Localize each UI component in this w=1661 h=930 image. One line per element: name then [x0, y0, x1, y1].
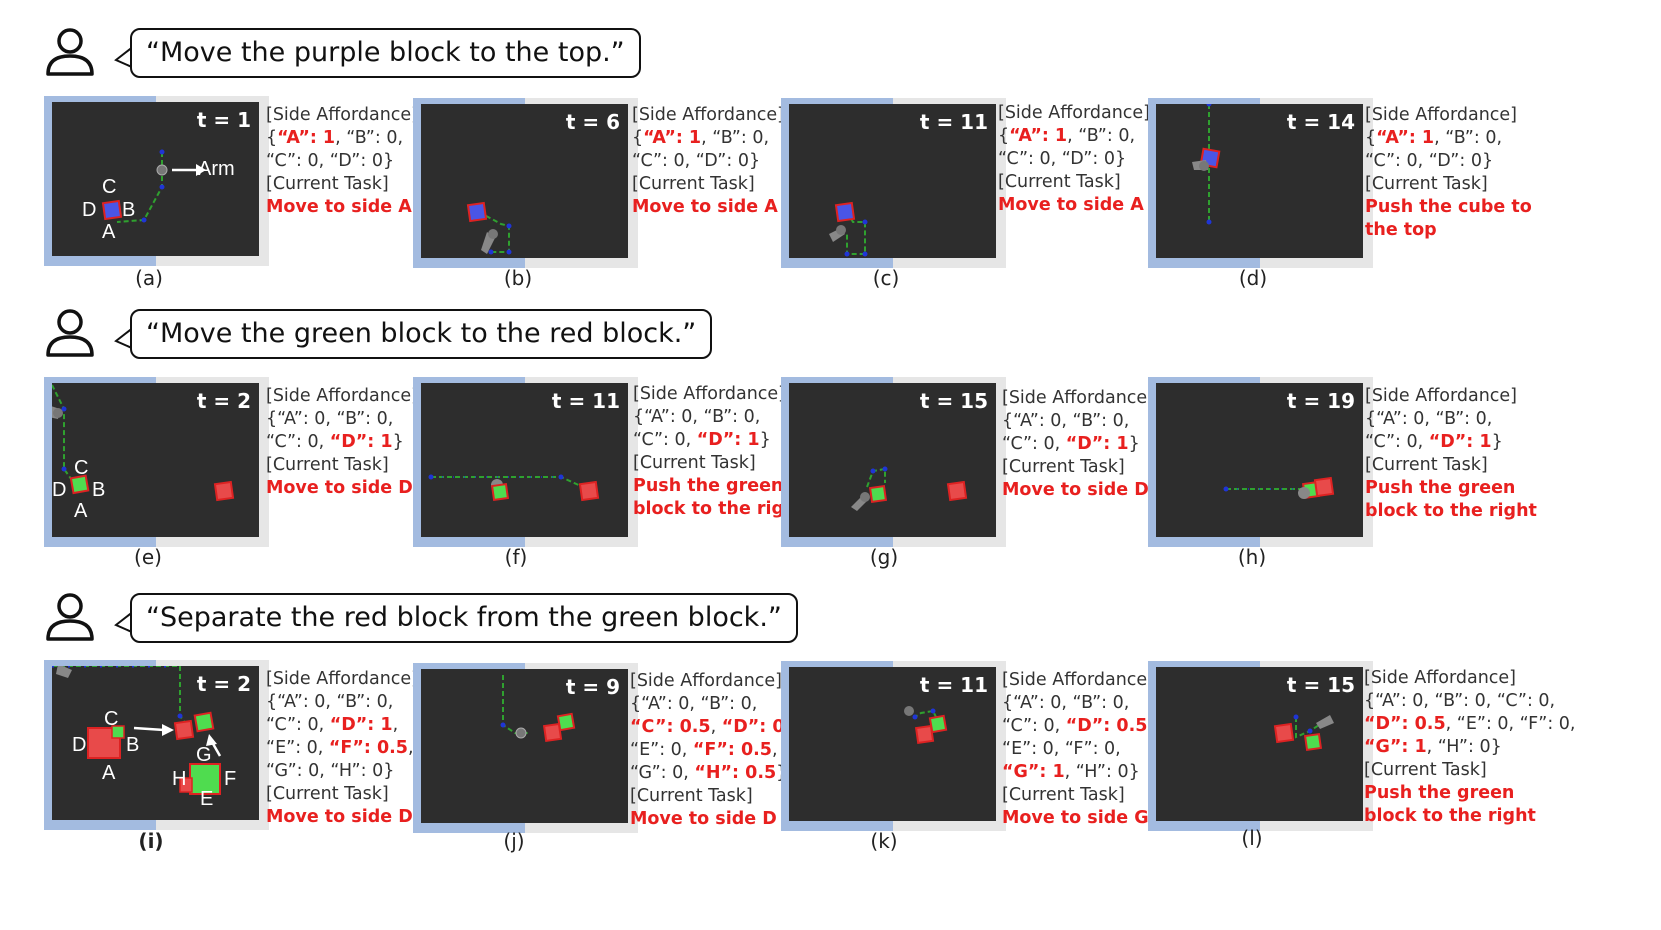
side-label-d: D [82, 199, 97, 221]
simulation-view: t = 2 C D B A [52, 383, 259, 537]
side-label-b: B [92, 479, 106, 501]
panel-g-info: [Side Affordance] {“A”: 0, “B”: 0, “C”: … [1002, 388, 1154, 500]
timestep-label: t = 2 [196, 389, 251, 413]
side-label-b: B [122, 199, 136, 221]
timestep-label: t = 14 [1286, 110, 1355, 134]
panel-caption: (i) [138, 829, 164, 853]
side-label-c: C [102, 176, 117, 198]
timestep-label: t = 11 [551, 389, 620, 413]
panel-h-frame: t = 19 [1148, 377, 1373, 547]
panel-d-frame: t = 14 [1148, 98, 1373, 268]
panel-caption: (k) [870, 829, 898, 853]
panel-caption: (f) [504, 545, 528, 569]
panel-g-frame: t = 15 [781, 377, 1006, 547]
simulation-view: t = 9 [421, 669, 628, 823]
bubble-tail-icon [114, 610, 134, 634]
panel-a-info: [Side Affordance] {“A”: 1, “B”: 0, “C”: … [266, 105, 418, 217]
panel-i-frame: t = 2 C D B A G H F E [44, 660, 269, 830]
arm-label: Arm [198, 158, 235, 180]
panel-caption: (a) [135, 266, 163, 290]
panel-h-info: [Side Affordance] {“A”: 0, “B”: 0, “C”: … [1365, 386, 1537, 521]
user-icon [46, 593, 94, 641]
user-icon [46, 28, 94, 76]
side-label-g: G [196, 744, 212, 766]
timestep-label: t = 19 [1286, 389, 1355, 413]
panel-l-frame: t = 15 [1148, 661, 1373, 831]
timestep-label: t = 11 [919, 110, 988, 134]
panel-l-info: [Side Affordance] {“A”: 0, “B”: 0, “C”: … [1364, 668, 1576, 826]
side-label-b: B [126, 734, 140, 756]
side-label-d: D [52, 479, 67, 501]
simulation-view: t = 15 [789, 383, 996, 537]
panel-k-frame: t = 11 [781, 661, 1006, 831]
panel-caption: (g) [869, 545, 899, 569]
panel-a-frame: t = 1 Arm C D B A [44, 96, 269, 266]
panel-caption: (b) [503, 266, 533, 290]
side-label-f: F [224, 768, 237, 790]
side-label-e: E [200, 788, 214, 810]
timestep-label: t = 15 [919, 389, 988, 413]
bubble-tail-icon [114, 326, 134, 350]
simulation-view: t = 19 [1156, 383, 1363, 537]
side-label-d: D [72, 734, 87, 756]
panel-b-frame: t = 6 [413, 98, 638, 268]
panel-caption: (e) [134, 545, 162, 569]
user-icon [46, 309, 94, 357]
timestep-label: t = 1 [196, 108, 251, 132]
side-label-c: C [104, 708, 119, 730]
simulation-view: t = 15 [1156, 667, 1363, 821]
panel-c-frame: t = 11 [781, 98, 1006, 268]
simulation-view: t = 2 C D B A G H F E [52, 666, 259, 820]
side-label-h: H [172, 768, 187, 790]
panel-caption: (j) [503, 829, 525, 853]
panel-j-frame: t = 9 [413, 663, 638, 833]
instruction-bubble-1: “Move the purple block to the top.” [130, 28, 641, 78]
timestep-label: t = 15 [1286, 673, 1355, 697]
timestep-label: t = 9 [565, 675, 620, 699]
panel-d-info: [Side Affordance] {“A”: 1, “B”: 0, “C”: … [1365, 105, 1532, 240]
panel-f-info: [Side Affordance] {“A”: 0, “B”: 0, “C”: … [633, 384, 805, 519]
side-label-c: C [74, 457, 89, 479]
simulation-view: t = 14 [1156, 104, 1363, 258]
panel-e-frame: t = 2 C D B A [44, 377, 269, 547]
side-label-a: A [102, 762, 116, 784]
panel-e-info: [Side Affordance] {“A”: 0, “B”: 0, “C”: … [266, 386, 418, 498]
simulation-view: t = 11 [421, 383, 628, 537]
panel-k-info: [Side Affordance] {“A”: 0, “B”: 0, “C”: … [1002, 670, 1154, 828]
simulation-view: t = 1 Arm C D B A [52, 102, 259, 256]
side-label-a: A [74, 500, 88, 522]
panel-b-info: [Side Affordance] {“A”: 1, “B”: 0, “C”: … [632, 105, 784, 217]
simulation-view: t = 6 [421, 104, 628, 258]
timestep-label: t = 6 [565, 110, 620, 134]
simulation-view: t = 11 [789, 104, 996, 258]
panel-f-frame: t = 11 [413, 377, 638, 547]
instruction-bubble-2: “Move the green block to the red block.” [130, 309, 713, 359]
panel-caption: (h) [1237, 545, 1267, 569]
bubble-tail-icon [114, 45, 134, 69]
panel-i-info: [Side Affordance] {“A”: 0, “B”: 0, “C”: … [266, 669, 418, 827]
panel-caption: (l) [1241, 826, 1263, 850]
timestep-label: t = 11 [919, 673, 988, 697]
panel-caption: (d) [1238, 266, 1268, 290]
panel-caption: (c) [872, 266, 900, 290]
simulation-view: t = 11 [789, 667, 996, 821]
side-label-a: A [102, 221, 116, 243]
instruction-bubble-3: “Separate the red block from the green b… [130, 593, 798, 643]
panel-j-info: [Side Affordance] {“A”: 0, “B”: 0, “C”: … [630, 671, 809, 829]
panel-c-info: [Side Affordance] {“A”: 1, “B”: 0, “C”: … [998, 103, 1150, 215]
timestep-label: t = 2 [196, 672, 251, 696]
